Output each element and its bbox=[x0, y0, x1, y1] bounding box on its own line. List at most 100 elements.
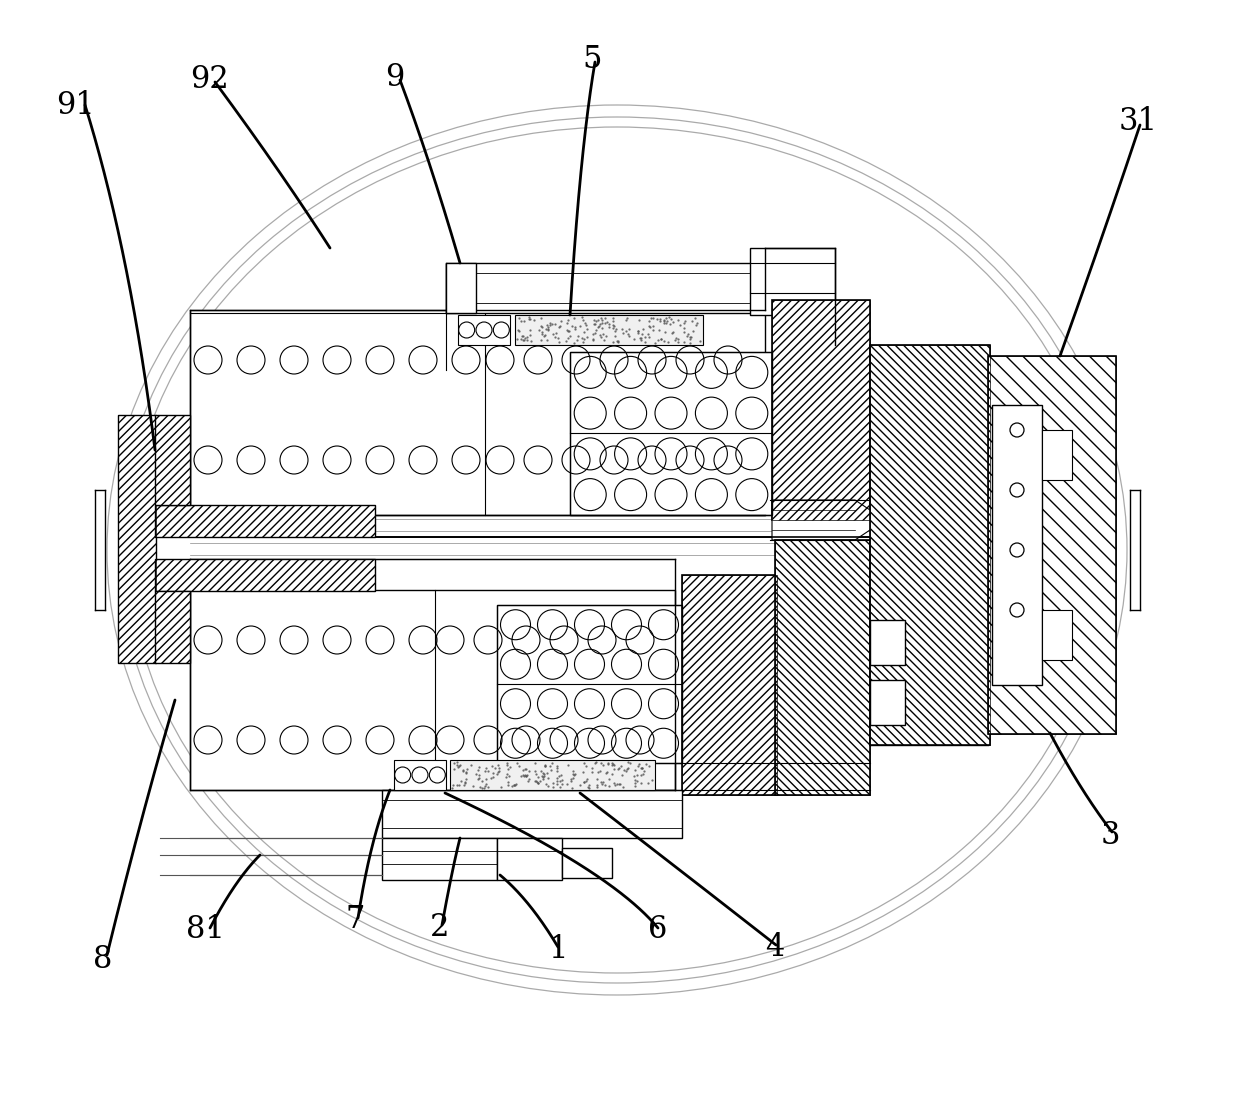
Point bbox=[448, 758, 467, 776]
Point bbox=[651, 330, 671, 348]
Point bbox=[526, 766, 546, 783]
Point bbox=[662, 324, 682, 341]
Text: 8: 8 bbox=[93, 944, 113, 976]
Point bbox=[655, 324, 675, 341]
Point bbox=[548, 329, 568, 347]
Point bbox=[620, 755, 640, 772]
Point bbox=[629, 756, 649, 773]
Point bbox=[593, 314, 613, 331]
Point bbox=[606, 333, 626, 350]
Point bbox=[505, 777, 525, 794]
Point bbox=[682, 312, 702, 329]
Point bbox=[593, 756, 613, 773]
Point bbox=[534, 757, 554, 775]
Point bbox=[673, 324, 693, 341]
Point bbox=[569, 777, 589, 794]
Bar bbox=[870, 620, 905, 665]
Point bbox=[627, 766, 647, 783]
Point bbox=[587, 754, 606, 771]
Point bbox=[635, 333, 655, 350]
Point bbox=[500, 758, 520, 776]
Point bbox=[464, 778, 484, 795]
Point bbox=[640, 318, 660, 336]
Text: 91: 91 bbox=[56, 90, 94, 120]
Point bbox=[443, 779, 463, 796]
Point bbox=[553, 775, 573, 792]
Point bbox=[610, 776, 630, 793]
Point bbox=[564, 310, 584, 327]
Point bbox=[632, 321, 652, 338]
Point bbox=[625, 761, 645, 779]
Point bbox=[469, 758, 489, 776]
Point bbox=[512, 327, 532, 345]
Point bbox=[476, 759, 496, 777]
Point bbox=[599, 771, 619, 789]
Point bbox=[487, 766, 507, 783]
Point bbox=[476, 770, 496, 788]
Bar bbox=[773, 300, 870, 520]
Point bbox=[598, 764, 618, 781]
Point bbox=[644, 310, 663, 327]
Point bbox=[479, 779, 498, 796]
Bar bbox=[773, 300, 870, 520]
Point bbox=[666, 329, 686, 347]
Point bbox=[629, 323, 649, 340]
Point bbox=[538, 322, 558, 339]
Point bbox=[496, 769, 516, 787]
Point bbox=[497, 755, 517, 772]
Point bbox=[639, 757, 658, 775]
Point bbox=[558, 322, 578, 339]
Point bbox=[533, 769, 553, 787]
Point bbox=[660, 309, 680, 326]
Text: 7: 7 bbox=[345, 905, 365, 935]
Bar bbox=[155, 559, 374, 591]
Text: 81: 81 bbox=[186, 915, 224, 945]
Point bbox=[547, 757, 567, 775]
Text: 9: 9 bbox=[386, 62, 404, 93]
Point bbox=[454, 761, 474, 779]
Point bbox=[557, 333, 577, 350]
Point bbox=[538, 321, 558, 338]
Point bbox=[469, 761, 489, 779]
Point bbox=[567, 331, 587, 349]
Point bbox=[444, 760, 464, 778]
Point bbox=[453, 761, 472, 779]
Point bbox=[579, 779, 599, 796]
Point bbox=[603, 312, 622, 329]
Point bbox=[616, 311, 636, 328]
Point bbox=[513, 761, 533, 779]
Point bbox=[575, 772, 595, 790]
Point bbox=[577, 328, 596, 346]
Point bbox=[531, 310, 551, 327]
Bar bbox=[775, 540, 870, 795]
Point bbox=[689, 331, 709, 349]
Point bbox=[578, 770, 598, 788]
Point bbox=[582, 759, 601, 777]
Point bbox=[681, 328, 701, 346]
Point bbox=[552, 771, 572, 789]
Point bbox=[558, 329, 578, 347]
Point bbox=[565, 318, 585, 336]
Point bbox=[568, 327, 588, 345]
Point bbox=[624, 768, 644, 785]
Point bbox=[564, 334, 584, 351]
Point bbox=[559, 322, 579, 339]
Point bbox=[589, 317, 609, 335]
Point bbox=[671, 316, 691, 334]
Point bbox=[642, 317, 662, 335]
Point bbox=[471, 779, 491, 796]
Point bbox=[543, 315, 563, 333]
Bar bbox=[155, 415, 190, 505]
Point bbox=[619, 754, 639, 771]
Point bbox=[513, 330, 533, 348]
Point bbox=[517, 328, 537, 346]
Bar bbox=[458, 315, 510, 345]
Point bbox=[604, 756, 624, 773]
Point bbox=[508, 322, 528, 339]
Point bbox=[460, 756, 480, 773]
Point bbox=[564, 767, 584, 784]
Point bbox=[450, 756, 470, 773]
Point bbox=[630, 329, 650, 347]
Point bbox=[537, 321, 557, 338]
Point bbox=[531, 763, 551, 780]
